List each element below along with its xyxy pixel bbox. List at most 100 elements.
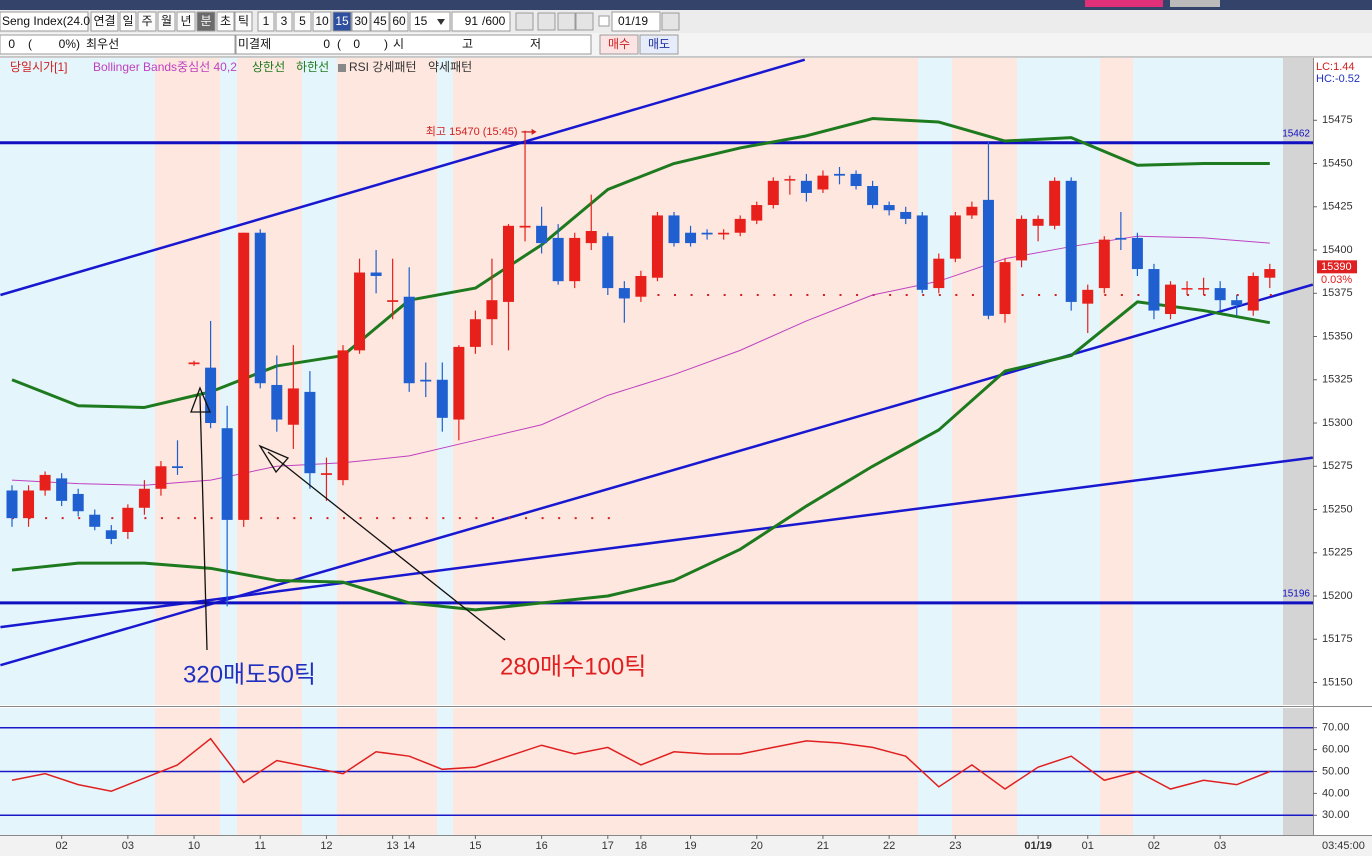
toolbar-text: 01/19	[618, 14, 648, 28]
annotation-arrow	[199, 395, 208, 651]
x-tick-label: 17	[602, 840, 614, 852]
count-box[interactable]	[451, 11, 511, 32]
symbol-box[interactable]	[0, 11, 89, 32]
period-button[interactable]	[90, 11, 119, 32]
candle-body	[453, 346, 465, 420]
toolbar-text: /600	[482, 14, 506, 28]
tool-icon[interactable]	[557, 12, 576, 31]
candle-body	[834, 173, 845, 176]
toolbar-text: 0	[353, 37, 360, 51]
candle-body	[817, 175, 829, 190]
toolbar-text: 15	[414, 14, 428, 28]
candle-body	[552, 237, 564, 282]
minute-button[interactable]	[351, 11, 371, 32]
candle-body	[420, 379, 432, 382]
toolbar-text: 매수	[608, 37, 630, 51]
toolbar-text: 고	[462, 37, 473, 51]
toolbar-text: 5	[299, 14, 306, 28]
session-band	[1017, 58, 1100, 705]
minute-button[interactable]	[370, 11, 390, 32]
minute-button[interactable]	[312, 11, 332, 32]
trade-button[interactable]	[599, 34, 639, 55]
last-price-badge	[1317, 260, 1357, 274]
period-button[interactable]	[119, 11, 137, 32]
candle-body	[56, 478, 68, 501]
tool-icon[interactable]	[575, 12, 594, 31]
title-button[interactable]	[1085, 0, 1163, 7]
x-tick-label: 16	[535, 840, 547, 852]
candle-body	[1082, 289, 1094, 304]
period-button[interactable]	[157, 11, 176, 32]
period-button[interactable]	[176, 11, 196, 32]
y-tick-label: 15325	[1322, 374, 1353, 386]
session-band	[1133, 58, 1283, 705]
toolbar-text: 주	[141, 14, 152, 28]
candle-body	[503, 225, 514, 302]
candle-body	[486, 300, 498, 320]
candle-body	[618, 288, 630, 299]
session-band	[302, 58, 337, 705]
session-band	[0, 58, 155, 705]
period-button[interactable]	[234, 11, 253, 32]
title-button[interactable]	[1170, 0, 1220, 7]
candle-body	[867, 186, 879, 206]
minute-button[interactable]	[332, 11, 352, 32]
candle-body	[238, 232, 250, 520]
date-box[interactable]	[611, 11, 661, 32]
x-tick-label: 13	[387, 840, 399, 852]
candle-body	[89, 514, 101, 527]
candle-body	[205, 367, 217, 424]
legend-daily-open: 당일시가[1]	[10, 60, 68, 74]
session-band	[1100, 58, 1133, 705]
candle-body	[370, 272, 382, 276]
title-bar	[0, 0, 1372, 10]
minute-button[interactable]	[275, 11, 293, 32]
last-price-change: 0.03%	[1321, 274, 1352, 286]
trade-button[interactable]	[639, 34, 679, 55]
minute-button[interactable]	[293, 11, 312, 32]
candle-body	[105, 530, 117, 539]
candle-body	[138, 488, 150, 508]
y-tick-label: 15375	[1322, 287, 1353, 299]
calendar-icon[interactable]	[661, 12, 680, 31]
candle-body	[1231, 300, 1243, 306]
legend-mid: Bollinger Bands중심선 40,2	[93, 60, 237, 74]
candle-body	[469, 319, 481, 347]
candle-body	[916, 215, 928, 290]
session-band	[220, 58, 237, 705]
minute-button[interactable]	[389, 11, 409, 32]
x-tick-label: 01/19	[1024, 840, 1052, 852]
x-tick-label: 21	[817, 840, 829, 852]
period-button[interactable]	[216, 11, 235, 32]
session-band	[1283, 58, 1313, 705]
x-tick-label: 03	[122, 840, 134, 852]
y-tick-label: 70.00	[1322, 722, 1350, 734]
toolbar-text: (	[28, 37, 32, 51]
minute-button[interactable]	[257, 11, 275, 32]
toolbar-text: (	[337, 37, 341, 51]
annotation-buy: 280매수100틱	[500, 653, 646, 680]
period-button[interactable]	[137, 11, 157, 32]
checkbox[interactable]	[598, 15, 610, 27]
toolbar-text: 매도	[648, 37, 670, 51]
candle-body	[337, 350, 349, 481]
interval-select[interactable]	[409, 11, 451, 32]
session-band	[918, 58, 952, 705]
candle-body	[685, 232, 697, 244]
candle-body	[1214, 288, 1226, 301]
tool-icon[interactable]	[537, 12, 556, 31]
x-tick-label: 02	[56, 840, 68, 852]
tool-icon[interactable]	[515, 12, 534, 31]
dropdown-arrow	[437, 19, 445, 25]
toolbar-text: 미결제	[238, 37, 271, 51]
trendline	[0, 58, 806, 297]
toolbar-text: 일	[122, 14, 133, 28]
x-tick-label: 03	[1214, 840, 1226, 852]
legend-rsi-weak: 약세패턴	[428, 59, 472, 74]
x-tick-label: 22	[883, 840, 895, 852]
high-note-arrow	[531, 128, 537, 135]
candle-body	[172, 466, 183, 468]
y-tick-label: 15175	[1322, 633, 1353, 645]
period-button[interactable]	[196, 11, 216, 32]
